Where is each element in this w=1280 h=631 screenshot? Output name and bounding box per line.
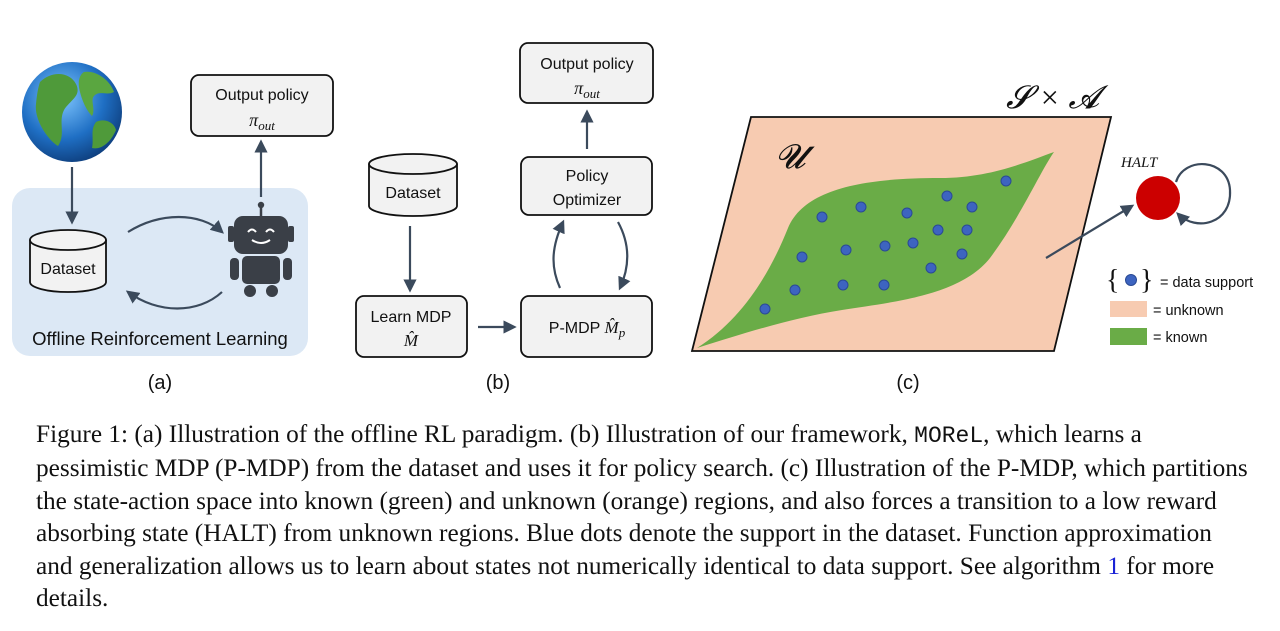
robot-agent-icon [228,201,294,297]
learn-mdp-label: Learn MDP [371,309,452,326]
learn-mdp-box: Learn MDP M̂ [355,295,468,358]
pmdp-to-optimizer-arrow [552,219,565,289]
to-halt-arrow [1045,204,1135,259]
state-action-space-label: 𝓢 × 𝓐 [1006,79,1109,115]
dataset-to-agent-arrow [127,216,224,234]
halt-state [1136,176,1180,220]
panel-a-label: (a) [148,372,172,394]
legend-data-support: = data support [1160,275,1253,291]
data-support-dots [759,175,1012,315]
pmdp-box: P-MDP M̂p [520,295,653,358]
output-policy-box-b: Output policy πout [519,42,654,104]
panel-c-label: (c) [896,372,919,394]
figure-1: Dataset Output policy πout [12,42,1253,394]
caption-part2: , which learns a pessimistic MDP (P-MDP)… [36,420,1248,580]
halt-label: HALT [1120,155,1159,171]
legend: { } = data support = unknown = known [1106,265,1253,346]
m-hat-label: M̂ [403,331,419,350]
known-region [697,152,1054,348]
legend-known: = known [1153,330,1207,346]
caption-part1: Figure 1: (a) Illustration of the offlin… [36,420,915,448]
panel-c: 𝓤 𝓢 × 𝓐 HALT { } = data support = unknow… [690,79,1253,394]
dataset-cylinder-b: Dataset [368,153,458,217]
optimizer-to-pmdp-arrow [617,221,631,291]
legend-unknown-swatch [1110,301,1147,317]
caption-part3: for more details. [36,551,1215,613]
output-policy-box-a: Output policy πout [190,74,334,137]
legend-brace-right: } [1140,265,1153,296]
pmdp-label: P-MDP M̂p [549,318,626,340]
output-policy-label-b: Output policy [540,56,633,73]
dataset-cylinder: Dataset [29,229,107,293]
agent-to-dataset-arrow [125,290,223,310]
policy-optimizer-line1: Policy [566,168,609,185]
panel-b-label: (b) [486,372,510,394]
algorithm-ref-link[interactable]: 1 [1107,551,1120,580]
panel-a: Dataset Output policy πout [12,62,334,394]
policy-optimizer-line2: Optimizer [553,192,622,209]
legend-known-swatch [1110,328,1147,345]
legend-dot-icon [1125,274,1137,286]
dataset-label-a: Dataset [40,261,96,278]
pi-out-label-a: πout [249,110,275,133]
pi-out-label-b: πout [574,78,600,101]
halt-self-loop [1174,162,1232,227]
figure-caption: Figure 1: (a) Illustration of the offlin… [36,418,1248,614]
offline-rl-label: Offline Reinforcement Learning [32,328,288,349]
legend-brace-left: { [1106,265,1119,296]
legend-unknown: = unknown [1153,303,1224,319]
globe-icon [22,62,122,162]
output-policy-label-a: Output policy [215,87,308,104]
policy-optimizer-box: Policy Optimizer [520,156,653,216]
dataset-label-b: Dataset [385,185,441,202]
panel-b: Dataset Learn MDP M̂ P-MDP M̂p Policy Op… [355,42,654,394]
caption-morel: MOReL [914,423,984,449]
